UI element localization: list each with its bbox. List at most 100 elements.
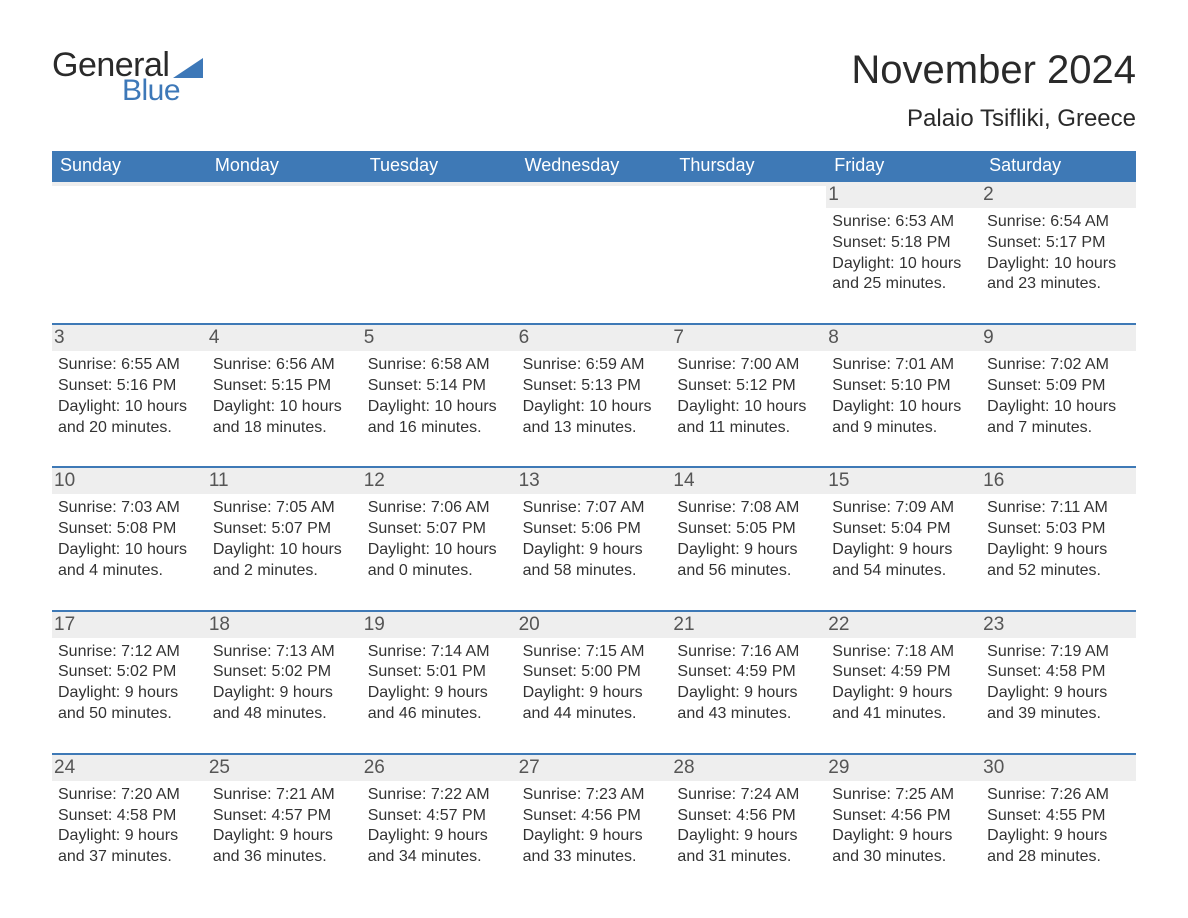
calendar-cell: 18Sunrise: 7:13 AMSunset: 5:02 PMDayligh… (207, 612, 362, 731)
sunrise-text: Sunrise: 7:00 AM (677, 355, 820, 376)
sunrise-text: Sunrise: 7:24 AM (677, 785, 820, 806)
day-number: 25 (207, 755, 362, 781)
day-details: Sunrise: 7:26 AMSunset: 4:55 PMDaylight:… (987, 785, 1130, 868)
day-number: 11 (207, 468, 362, 494)
calendar-week: 3Sunrise: 6:55 AMSunset: 5:16 PMDaylight… (52, 323, 1136, 444)
sunrise-text: Sunrise: 7:20 AM (58, 785, 201, 806)
title-block: November 2024 Palaio Tsifliki, Greece (851, 48, 1136, 133)
day-details: Sunrise: 7:01 AMSunset: 5:10 PMDaylight:… (832, 355, 975, 438)
sunset-text: Sunset: 5:05 PM (677, 519, 820, 540)
sunset-text: Sunset: 4:58 PM (987, 662, 1130, 683)
day-number: 20 (517, 612, 672, 638)
calendar-cell: 19Sunrise: 7:14 AMSunset: 5:01 PMDayligh… (362, 612, 517, 731)
calendar-cell (517, 182, 672, 301)
sunrise-text: Sunrise: 7:23 AM (523, 785, 666, 806)
calendar-cell: 30Sunrise: 7:26 AMSunset: 4:55 PMDayligh… (981, 755, 1136, 874)
daylight-text: Daylight: 10 hours and 18 minutes. (213, 397, 356, 439)
daylight-text: Daylight: 9 hours and 52 minutes. (987, 540, 1130, 582)
calendar-cell: 24Sunrise: 7:20 AMSunset: 4:58 PMDayligh… (52, 755, 207, 874)
weekday-label: Friday (826, 151, 981, 182)
daylight-text: Daylight: 9 hours and 31 minutes. (677, 826, 820, 868)
sunset-text: Sunset: 5:04 PM (832, 519, 975, 540)
calendar-cell: 12Sunrise: 7:06 AMSunset: 5:07 PMDayligh… (362, 468, 517, 587)
calendar-cell: 28Sunrise: 7:24 AMSunset: 4:56 PMDayligh… (671, 755, 826, 874)
day-details: Sunrise: 7:21 AMSunset: 4:57 PMDaylight:… (213, 785, 356, 868)
weekday-label: Wednesday (517, 151, 672, 182)
daylight-text: Daylight: 9 hours and 58 minutes. (523, 540, 666, 582)
sunset-text: Sunset: 5:13 PM (523, 376, 666, 397)
day-number: 21 (671, 612, 826, 638)
day-details: Sunrise: 7:00 AMSunset: 5:12 PMDaylight:… (677, 355, 820, 438)
day-number: 27 (517, 755, 672, 781)
daylight-text: Daylight: 9 hours and 39 minutes. (987, 683, 1130, 725)
daylight-text: Daylight: 9 hours and 43 minutes. (677, 683, 820, 725)
day-number (207, 182, 362, 186)
day-number: 19 (362, 612, 517, 638)
day-number: 13 (517, 468, 672, 494)
sunset-text: Sunset: 4:55 PM (987, 806, 1130, 827)
calendar-cell: 27 Sunrise: 7:23 AMSunset: 4:56 PMDayligh… (517, 755, 672, 874)
day-number (517, 182, 672, 186)
day-number: 4 (207, 325, 362, 351)
day-details: Sunrise: 7:22 AMSunset: 4:57 PMDaylight:… (368, 785, 511, 868)
day-number: 14 (671, 468, 826, 494)
day-details: Sunrise: 7:18 AMSunset: 4:59 PMDaylight:… (832, 642, 975, 725)
calendar-cell: 16Sunrise: 7:11 AMSunset: 5:03 PMDayligh… (981, 468, 1136, 587)
day-number: 8 (826, 325, 981, 351)
daylight-text: Daylight: 9 hours and 56 minutes. (677, 540, 820, 582)
sunset-text: Sunset: 4:57 PM (368, 806, 511, 827)
calendar-cell: 22Sunrise: 7:18 AMSunset: 4:59 PMDayligh… (826, 612, 981, 731)
calendar-week: 24Sunrise: 7:20 AMSunset: 4:58 PMDayligh… (52, 753, 1136, 874)
daylight-text: Daylight: 9 hours and 44 minutes. (523, 683, 666, 725)
sunrise-text: Sunrise: 7:14 AM (368, 642, 511, 663)
day-details: Sunrise: 7:07 AMSunset: 5:06 PMDaylight:… (523, 498, 666, 581)
calendar-cell: 15 Sunrise: 7:09 AMSunset: 5:04 PMDayligh… (826, 468, 981, 587)
daylight-text: Daylight: 9 hours and 30 minutes. (832, 826, 975, 868)
day-number: 28 (671, 755, 826, 781)
sunrise-text: Sunrise: 6:59 AM (523, 355, 666, 376)
daylight-text: Daylight: 9 hours and 34 minutes. (368, 826, 511, 868)
day-details: Sunrise: 7:12 AMSunset: 5:02 PMDaylight:… (58, 642, 201, 725)
day-details: Sunrise: 7:25 AMSunset: 4:56 PMDaylight:… (832, 785, 975, 868)
day-number: 6 (517, 325, 672, 351)
day-details: Sunrise: 7:13 AMSunset: 5:02 PMDaylight:… (213, 642, 356, 725)
day-details: Sunrise: 6:54 AMSunset: 5:17 PMDaylight:… (987, 212, 1130, 295)
sunrise-text: Sunrise: 7:13 AM (213, 642, 356, 663)
daylight-text: Daylight: 9 hours and 33 minutes. (523, 826, 666, 868)
day-details: Sunrise: 7:20 AMSunset: 4:58 PMDaylight:… (58, 785, 201, 868)
sunset-text: Sunset: 4:56 PM (523, 806, 666, 827)
calendar-cell: 9Sunrise: 7:02 AMSunset: 5:09 PMDaylight… (981, 325, 1136, 444)
day-number: 15 (826, 468, 981, 494)
location-label: Palaio Tsifliki, Greece (851, 105, 1136, 133)
sunrise-text: Sunrise: 7:06 AM (368, 498, 511, 519)
sunrise-text: Sunrise: 7:07 AM (523, 498, 666, 519)
sunset-text: Sunset: 5:01 PM (368, 662, 511, 683)
calendar-cell (207, 182, 362, 301)
sunset-text: Sunset: 5:07 PM (368, 519, 511, 540)
sunrise-text: Sunrise: 7:02 AM (987, 355, 1130, 376)
sunset-text: Sunset: 5:02 PM (213, 662, 356, 683)
sunrise-text: Sunrise: 6:53 AM (832, 212, 975, 233)
day-details: Sunrise: 6:53 AMSunset: 5:18 PMDaylight:… (832, 212, 975, 295)
sunrise-text: Sunrise: 7:01 AM (832, 355, 975, 376)
sunset-text: Sunset: 5:16 PM (58, 376, 201, 397)
daylight-text: Daylight: 10 hours and 4 minutes. (58, 540, 201, 582)
calendar-cell: 17Sunrise: 7:12 AMSunset: 5:02 PMDayligh… (52, 612, 207, 731)
sunrise-text: Sunrise: 7:15 AM (523, 642, 666, 663)
day-details: Sunrise: 7:09 AMSunset: 5:04 PMDaylight:… (832, 498, 975, 581)
day-number (362, 182, 517, 186)
sunset-text: Sunset: 5:07 PM (213, 519, 356, 540)
sunrise-text: Sunrise: 7:22 AM (368, 785, 511, 806)
day-details: Sunrise: 6:58 AMSunset: 5:14 PMDaylight:… (368, 355, 511, 438)
day-number: 2 (981, 182, 1136, 208)
day-number (52, 182, 207, 186)
sunrise-text: Sunrise: 7:11 AM (987, 498, 1130, 519)
sunset-text: Sunset: 4:57 PM (213, 806, 356, 827)
daylight-text: Daylight: 10 hours and 2 minutes. (213, 540, 356, 582)
day-number: 26 (362, 755, 517, 781)
calendar-cell (52, 182, 207, 301)
weekday-header: Sunday Monday Tuesday Wednesday Thursday… (52, 151, 1136, 182)
day-number: 29 (826, 755, 981, 781)
calendar-cell: 29 Sunrise: 7:25 AMSunset: 4:56 PMDayligh… (826, 755, 981, 874)
daylight-text: Daylight: 9 hours and 48 minutes. (213, 683, 356, 725)
